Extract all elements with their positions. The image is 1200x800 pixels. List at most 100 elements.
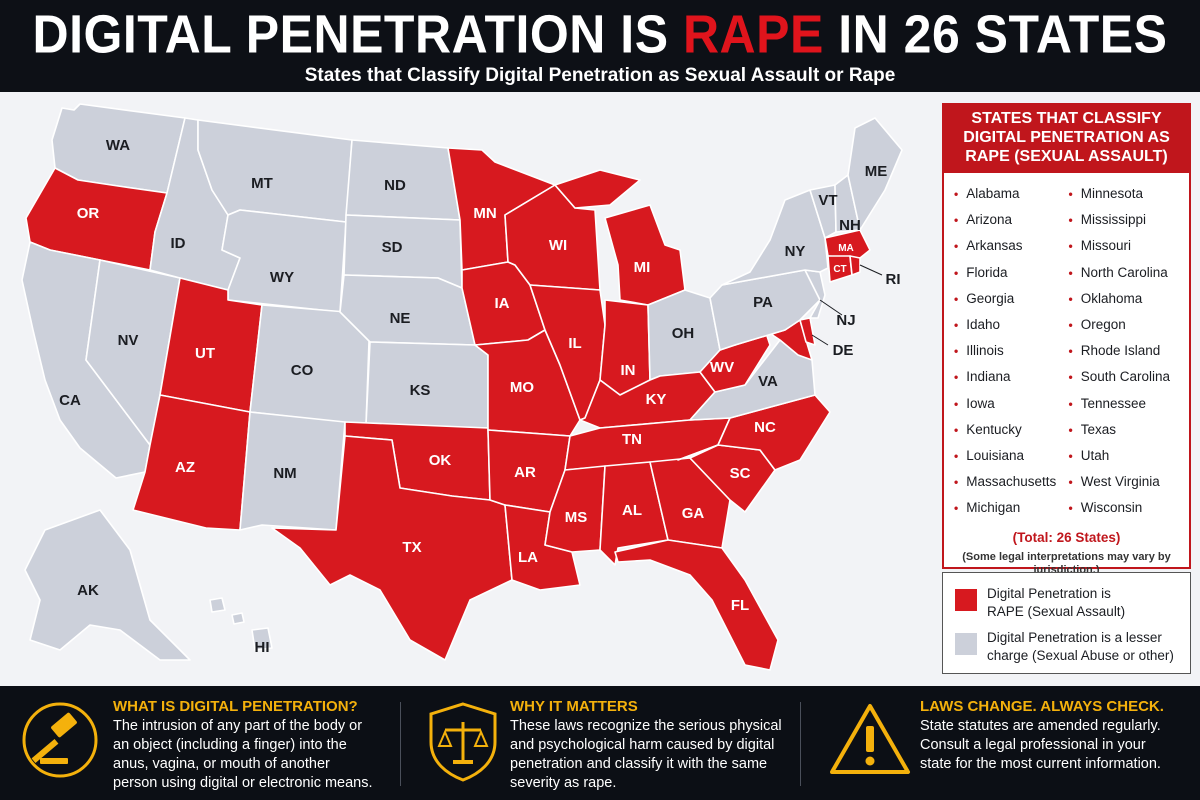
- bullet-icon: •: [1068, 501, 1073, 516]
- state-name: Michigan: [966, 500, 1021, 516]
- state-name: Florida: [966, 264, 1008, 280]
- footer-divider: [400, 702, 401, 786]
- label-NJ: NJ: [836, 312, 855, 329]
- bullet-icon: •: [1068, 422, 1073, 437]
- shield-scales-icon: [429, 702, 497, 782]
- state-list-item: • Rhode Island: [1069, 338, 1184, 364]
- bullet-icon: •: [954, 396, 959, 411]
- state-name: West Virginia: [1080, 474, 1160, 490]
- bullet-icon: •: [954, 475, 959, 490]
- state-name: Indiana: [966, 369, 1011, 385]
- state-name: Iowa: [966, 395, 995, 411]
- label-NV: NV: [118, 332, 139, 349]
- de-connector: [811, 334, 829, 346]
- state-name: Tennessee: [1080, 395, 1147, 411]
- bullet-icon: •: [1068, 265, 1073, 280]
- label-MI: MI: [634, 259, 651, 276]
- why-heading: WHY IT MATTERS: [510, 698, 638, 715]
- state-name: Missouri: [1080, 238, 1131, 254]
- footer-why: WHY IT MATTERS These laws recognize the …: [400, 686, 800, 800]
- state-MA[interactable]: [824, 229, 871, 259]
- label-AK: AK: [77, 582, 99, 599]
- laws-line: Consult a legal professional in your: [920, 737, 1146, 753]
- state-DE[interactable]: [799, 317, 816, 346]
- bullet-icon: •: [1068, 239, 1073, 254]
- state-list-item: • Georgia: [954, 286, 1069, 312]
- state-list-item: • Massachusetts: [954, 469, 1069, 495]
- state-NY[interactable]: [721, 189, 829, 286]
- bullet-icon: •: [954, 501, 959, 516]
- states-column-1: • Alabama • Arizona • Arkansas • Florida • Georgi…: [954, 181, 1069, 522]
- label-WI: WI: [549, 237, 567, 254]
- state-name: Wisconsin: [1080, 500, 1143, 516]
- why-line: penetration and classify it with the sam…: [510, 756, 768, 772]
- states-list: • Alabama • Arizona • Arkansas • Florida • Georgi…: [944, 173, 1189, 522]
- bullet-icon: •: [1068, 475, 1073, 490]
- states-list-panel: STATES THAT CLASSIFY DIGITAL PENETRATION…: [942, 103, 1191, 576]
- state-list-item: • Florida: [954, 260, 1069, 286]
- state-name: Rhode Island: [1080, 343, 1161, 359]
- bullet-icon: •: [1068, 213, 1073, 228]
- state-list-item: • Illinois: [954, 338, 1069, 364]
- state-name: Illinois: [966, 343, 1004, 359]
- state-list-item: • South Carolina: [1069, 364, 1184, 390]
- bullet-icon: •: [954, 370, 959, 385]
- label-ME: ME: [865, 163, 888, 180]
- ri-connector: [859, 264, 883, 276]
- state-list-item: • Alabama: [954, 181, 1069, 207]
- state-NC[interactable]: [677, 394, 831, 471]
- warning-icon: [830, 704, 910, 774]
- legend-red-line2: RAPE (Sexual Assault): [987, 604, 1126, 619]
- label-FL: FL: [731, 597, 749, 614]
- bullet-icon: •: [954, 318, 959, 333]
- legend-item-rape: Digital Penetration is RAPE (Sexual Assa…: [955, 585, 1125, 621]
- state-name: South Carolina: [1080, 369, 1171, 385]
- state-MI-UP[interactable]: [554, 169, 641, 209]
- label-WA: WA: [106, 137, 130, 154]
- us-map: WA OR CA NV ID MT WY UT AZ CO NM ND SD N…: [0, 92, 930, 682]
- bullet-icon: •: [1068, 187, 1073, 201]
- state-list-item: • Louisiana: [954, 443, 1069, 469]
- state-list-item: • Idaho: [954, 312, 1069, 338]
- label-AR: AR: [514, 464, 536, 481]
- label-WV: WV: [710, 359, 734, 376]
- state-name: Arizona: [966, 212, 1012, 228]
- bullet-icon: •: [954, 187, 959, 201]
- state-NM[interactable]: [239, 411, 346, 531]
- state-HI[interactable]: [209, 597, 273, 651]
- definition-line: The intrusion of any part of the body or: [113, 718, 363, 734]
- label-IN: IN: [621, 362, 636, 379]
- label-VA: VA: [758, 373, 778, 390]
- info-footer: WHAT IS DIGITAL PENETRATION? The intrusi…: [0, 686, 1200, 800]
- label-TX: TX: [402, 539, 421, 556]
- label-MN: MN: [473, 205, 496, 222]
- state-WY[interactable]: [221, 209, 347, 313]
- state-list-item: • Texas: [1069, 417, 1184, 443]
- state-FL[interactable]: [614, 539, 779, 671]
- bullet-icon: •: [954, 422, 959, 437]
- state-TX[interactable]: [271, 435, 513, 661]
- label-CO: CO: [291, 362, 314, 379]
- label-IA: IA: [495, 295, 510, 312]
- state-AK[interactable]: [24, 509, 191, 661]
- label-NM: NM: [273, 465, 296, 482]
- label-GA: GA: [682, 505, 705, 522]
- label-WY: WY: [270, 269, 294, 286]
- state-name: Oregon: [1080, 317, 1126, 333]
- state-MI[interactable]: [604, 204, 686, 306]
- state-RI[interactable]: [849, 255, 861, 276]
- legend-swatch-gray: [955, 633, 977, 655]
- state-list-item: • Minnesota: [1069, 181, 1184, 207]
- label-UT: UT: [195, 345, 215, 362]
- label-ND: ND: [384, 177, 406, 194]
- label-OK: OK: [429, 452, 452, 469]
- state-IN[interactable]: [599, 299, 651, 396]
- state-name: Massachusetts: [966, 474, 1057, 490]
- laws-heading: LAWS CHANGE. ALWAYS CHECK.: [920, 698, 1164, 715]
- state-list-item: • Arkansas: [954, 233, 1069, 259]
- page-title: DIGITAL PENETRATION IS RAPE IN 26 STATES: [0, 2, 1200, 67]
- label-NY: NY: [785, 243, 806, 260]
- bullet-icon: •: [954, 265, 959, 280]
- laws-body: State statutes are amended regularly. Co…: [920, 717, 1161, 774]
- nj-connector: [819, 299, 843, 316]
